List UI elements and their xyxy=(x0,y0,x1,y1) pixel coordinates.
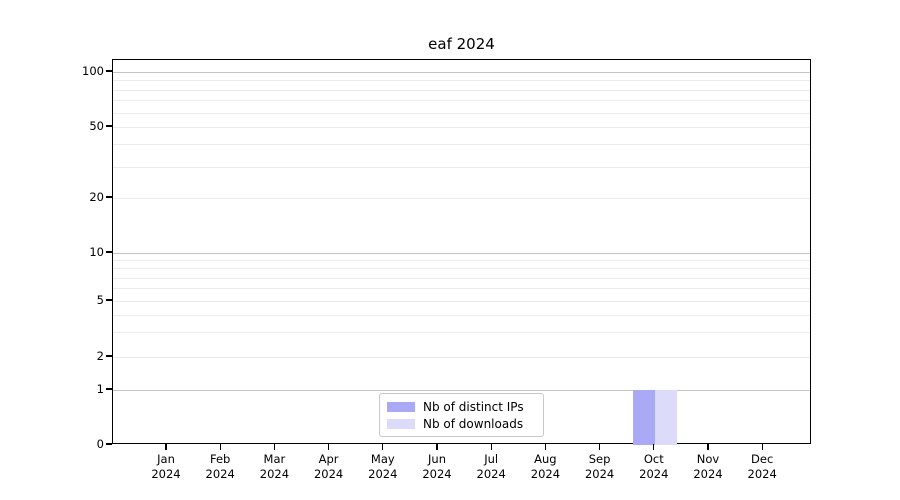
major-gridline xyxy=(113,253,810,254)
y-axis-tick-label: 20 xyxy=(89,190,104,204)
x-axis-tick xyxy=(598,444,601,450)
minor-gridline xyxy=(113,127,810,128)
x-axis-tick xyxy=(327,444,330,450)
x-axis-tick-label: Apr 2024 xyxy=(313,452,344,481)
y-axis-tick-label: 5 xyxy=(96,293,104,307)
x-axis-tick xyxy=(490,444,492,450)
major-gridline xyxy=(113,72,810,73)
legend-swatch-distinct-ips xyxy=(387,401,415,412)
y-axis-tick xyxy=(106,388,112,390)
x-axis-tick xyxy=(761,444,763,450)
y-axis-tick xyxy=(106,125,112,127)
minor-gridline xyxy=(113,80,810,82)
bar-nb-of-distinct-ips-oct-2024 xyxy=(633,390,655,445)
y-axis-tick xyxy=(106,251,112,253)
x-axis-tick-label: Nov 2024 xyxy=(693,452,723,481)
x-axis-tick-label: Aug 2024 xyxy=(530,452,561,481)
legend-label-distinct-ips: Nb of distinct IPs xyxy=(423,399,524,414)
minor-gridline xyxy=(113,100,810,102)
minor-gridline xyxy=(113,198,810,199)
x-axis-tick xyxy=(707,444,709,450)
minor-gridline xyxy=(113,144,810,146)
plot-area xyxy=(112,59,811,445)
legend-label-downloads: Nb of downloads xyxy=(423,416,524,431)
y-axis-tick-label: 1 xyxy=(96,382,104,396)
y-axis-tick xyxy=(106,196,112,198)
minor-gridline xyxy=(113,260,810,262)
x-axis-tick-label: Oct 2024 xyxy=(639,452,669,481)
chart-title: eaf 2024 xyxy=(428,35,495,53)
x-axis-tick xyxy=(382,444,384,450)
y-axis-tick xyxy=(106,70,112,72)
y-axis-tick xyxy=(106,299,112,301)
legend-swatch-downloads xyxy=(387,418,415,429)
minor-gridline xyxy=(113,277,810,279)
y-axis-tick-label: 2 xyxy=(96,349,104,363)
x-axis-tick-label: Jul 2024 xyxy=(476,452,506,481)
x-axis-tick xyxy=(165,444,167,450)
minor-gridline xyxy=(113,89,810,91)
legend-item-distinct-ips: Nb of distinct IPs xyxy=(387,399,536,415)
y-axis-tick-label: 50 xyxy=(89,119,104,133)
x-axis-tick-label: Feb 2024 xyxy=(205,452,235,481)
minor-gridline xyxy=(113,288,810,290)
y-axis-tick xyxy=(106,355,112,357)
legend: Nb of distinct IPs Nb of downloads xyxy=(379,393,544,437)
minor-gridline xyxy=(113,332,810,334)
y-axis-tick-label: 0 xyxy=(96,437,104,451)
y-axis-tick xyxy=(106,443,112,445)
bar-nb-of-downloads-oct-2024 xyxy=(654,390,677,445)
minor-gridline xyxy=(113,301,810,302)
x-axis-tick xyxy=(436,444,438,450)
y-axis-tick-label: 10 xyxy=(89,245,104,259)
x-axis-tick-label: Mar 2024 xyxy=(259,452,290,481)
minor-gridline xyxy=(113,268,810,270)
x-axis-tick xyxy=(273,444,276,450)
major-gridline xyxy=(113,390,810,391)
minor-gridline xyxy=(113,314,810,316)
x-axis-tick-label: May 2024 xyxy=(368,452,398,481)
y-axis-tick-label: 100 xyxy=(82,64,104,78)
x-axis-tick-label: Sep 2024 xyxy=(584,452,615,481)
x-axis-tick xyxy=(544,444,547,450)
x-axis-tick-label: Jan 2024 xyxy=(151,452,181,481)
minor-gridline xyxy=(113,166,810,168)
x-axis-tick xyxy=(219,444,221,450)
x-axis-tick xyxy=(653,444,655,450)
legend-item-downloads: Nb of downloads xyxy=(387,416,536,432)
x-axis-tick-label: Jun 2024 xyxy=(422,452,452,481)
minor-gridline xyxy=(113,112,810,114)
x-axis-tick-label: Dec 2024 xyxy=(747,452,777,481)
minor-gridline xyxy=(113,357,810,358)
